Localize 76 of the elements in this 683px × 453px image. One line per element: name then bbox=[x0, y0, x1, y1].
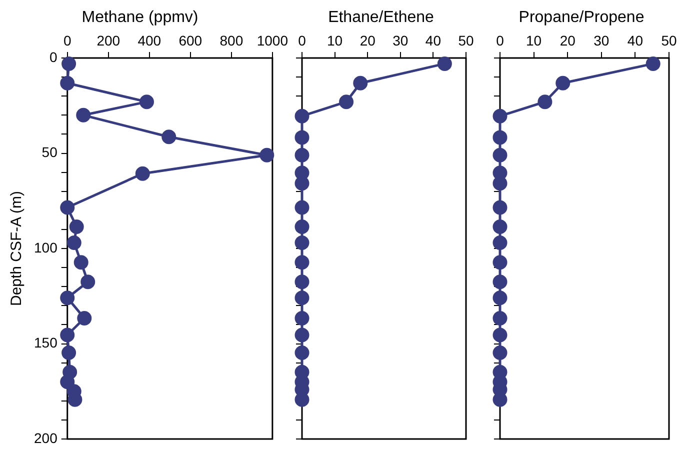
point bbox=[62, 56, 76, 71]
point bbox=[139, 94, 154, 110]
point bbox=[162, 130, 176, 144]
x-tick-label: 50 bbox=[661, 32, 677, 48]
point bbox=[74, 255, 88, 270]
x-tick-label: 10 bbox=[327, 32, 343, 48]
point bbox=[294, 148, 310, 162]
point bbox=[294, 236, 310, 250]
x-tick-label: 40 bbox=[425, 32, 442, 48]
x-tick-label: 30 bbox=[594, 32, 610, 48]
y-tick-label: 50 bbox=[42, 144, 58, 160]
x-tick-label: 20 bbox=[560, 32, 576, 48]
y-axis-title: Depth CSF-A (m) bbox=[8, 190, 26, 306]
point bbox=[492, 176, 508, 191]
point bbox=[538, 94, 552, 110]
point bbox=[62, 345, 76, 360]
chart-title: Propane/Propene bbox=[518, 9, 644, 26]
point bbox=[294, 345, 310, 360]
point bbox=[135, 166, 150, 181]
x-tick-label: 200 bbox=[96, 32, 120, 48]
point bbox=[492, 290, 508, 306]
chart-title: Methane (ppmv) bbox=[82, 9, 198, 26]
point bbox=[60, 328, 75, 342]
point bbox=[294, 290, 310, 306]
point bbox=[492, 255, 508, 270]
point bbox=[60, 290, 75, 306]
point bbox=[69, 220, 84, 234]
point bbox=[294, 108, 310, 124]
x-tick-label: 50 bbox=[458, 32, 474, 48]
x-tick-label: 20 bbox=[360, 32, 376, 48]
x-tick-label: 0 bbox=[496, 32, 504, 48]
point bbox=[339, 94, 354, 110]
point bbox=[492, 310, 508, 326]
point bbox=[294, 130, 310, 145]
x-tick-label: 30 bbox=[392, 32, 408, 48]
point bbox=[437, 56, 452, 71]
x-tick-label: 40 bbox=[627, 32, 644, 48]
point bbox=[492, 220, 508, 234]
point bbox=[492, 274, 508, 290]
x-tick-label: 0 bbox=[298, 32, 306, 48]
point bbox=[60, 200, 75, 215]
point bbox=[492, 200, 508, 215]
x-tick-label: 400 bbox=[138, 32, 162, 48]
point bbox=[294, 200, 310, 215]
point bbox=[294, 255, 310, 270]
y-tick-label: 0 bbox=[50, 48, 58, 65]
point bbox=[492, 148, 508, 162]
y-tick-label: 100 bbox=[34, 239, 58, 256]
point bbox=[294, 274, 310, 290]
point bbox=[294, 328, 310, 342]
chart-title: Ethane/Ethene bbox=[328, 9, 434, 26]
point bbox=[294, 220, 310, 234]
point bbox=[492, 236, 508, 250]
y-tick-label: 150 bbox=[34, 334, 58, 351]
point bbox=[294, 310, 310, 326]
x-tick-label: 1000 bbox=[256, 32, 288, 48]
point bbox=[260, 148, 274, 162]
point bbox=[492, 345, 508, 360]
point bbox=[353, 76, 368, 90]
point bbox=[60, 76, 75, 90]
point bbox=[492, 328, 508, 342]
point bbox=[492, 130, 508, 145]
x-tick-label: 600 bbox=[178, 32, 202, 48]
point bbox=[77, 310, 92, 326]
point bbox=[60, 374, 75, 390]
point bbox=[492, 108, 508, 124]
x-tick-label: 10 bbox=[526, 32, 542, 48]
point bbox=[76, 108, 91, 122]
point bbox=[646, 56, 660, 71]
point bbox=[556, 76, 570, 90]
point bbox=[80, 274, 96, 290]
x-tick-label: 0 bbox=[63, 32, 72, 48]
point bbox=[294, 176, 310, 191]
y-tick-label: 200 bbox=[34, 430, 58, 446]
x-tick-label: 800 bbox=[220, 32, 244, 48]
point bbox=[66, 236, 82, 250]
